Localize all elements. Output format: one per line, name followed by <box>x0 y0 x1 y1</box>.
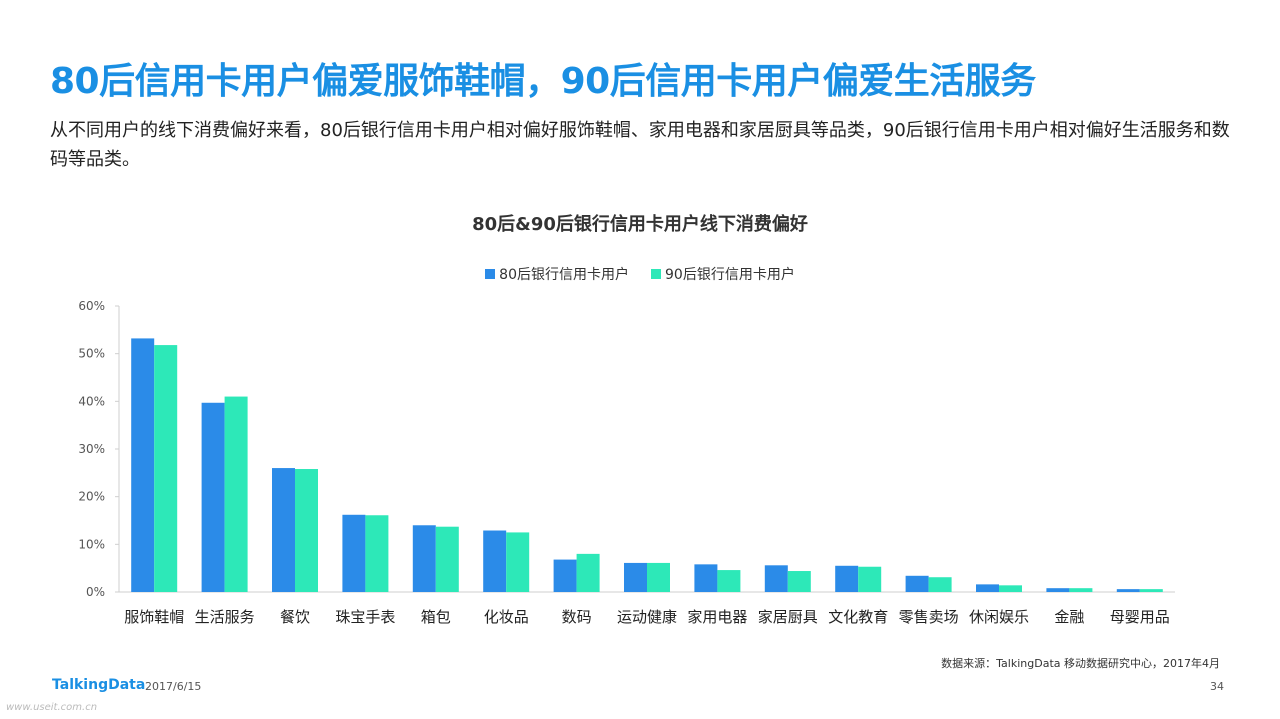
y-tick-label: 20% <box>78 490 105 504</box>
chart-title: 80后&90后银行信用卡用户线下消费偏好 <box>472 214 808 235</box>
x-tick-label: 运动健康 <box>617 608 677 626</box>
x-tick-label: 生活服务 <box>195 608 255 626</box>
y-tick-label: 10% <box>78 537 105 551</box>
bar-90 <box>858 566 882 592</box>
bar-90 <box>224 396 248 592</box>
bar-90 <box>295 469 318 592</box>
bar-80 <box>835 565 859 592</box>
footer-date: 2017/6/15 <box>145 680 202 693</box>
bar-90 <box>999 585 1022 592</box>
bar-chart: 0% 10% 20% 30% 40% 50% 60% 服饰鞋帽 生活服务 餐饮 珠宝手表 箱包 化妆品 数… <box>78 299 1175 626</box>
bar-80 <box>131 338 155 592</box>
x-tick-label: 文化教育 <box>828 608 888 626</box>
legend-label-80: 80后银行信用卡用户 <box>499 267 629 283</box>
bar-80 <box>201 402 225 592</box>
legend-item-80: 80后银行信用卡用户 <box>485 264 629 284</box>
x-tick-label: 家用电器 <box>687 608 747 626</box>
x-tick-label: 零售卖场 <box>899 608 959 626</box>
bar-80 <box>624 562 647 592</box>
bar-90 <box>435 526 459 592</box>
legend-label-90: 90后银行信用卡用户 <box>665 267 795 283</box>
x-tick-label: 服饰鞋帽 <box>124 608 184 626</box>
bar-80 <box>553 559 577 592</box>
legend-swatch-90 <box>651 269 661 279</box>
x-tick-label: 化妆品 <box>484 608 529 626</box>
page-number: 34 <box>1210 680 1224 693</box>
page-subtitle: 从不同用户的线下消费偏好来看，80后银行信用卡用户相对偏好服饰鞋帽、家用电器和家… <box>50 120 1230 170</box>
y-tick-label: 40% <box>78 394 105 408</box>
bar-90 <box>1139 589 1163 592</box>
chart-legend: 80后银行信用卡用户 90后银行信用卡用户 <box>0 264 1280 284</box>
watermark: www.useit.com.cn <box>6 702 98 713</box>
bar-80 <box>1046 588 1070 592</box>
bar-80 <box>412 525 436 592</box>
bar-90 <box>154 345 178 592</box>
bar-80 <box>483 530 507 592</box>
bar-90 <box>365 515 389 592</box>
bar-90 <box>787 571 811 592</box>
y-tick-label: 50% <box>78 347 105 361</box>
bar-80 <box>764 565 788 592</box>
bar-90 <box>717 570 741 592</box>
bar-90 <box>1069 588 1093 592</box>
x-tick-label: 数码 <box>562 608 592 626</box>
x-tick-label: 餐饮 <box>280 608 310 626</box>
bar-80 <box>905 575 929 592</box>
x-tick-label: 休闲娱乐 <box>969 608 1029 626</box>
x-tick-label: 珠宝手表 <box>335 608 395 626</box>
page-title: 80后信用卡用户偏爱服饰鞋帽，90后信用卡用户偏爱生活服务 <box>50 61 1036 102</box>
bar-90 <box>928 577 952 592</box>
y-tick-label: 60% <box>78 299 105 313</box>
legend-swatch-80 <box>485 269 496 279</box>
bar-80 <box>694 564 718 592</box>
x-tick-label: 家居厨具 <box>758 608 818 626</box>
bar-90 <box>576 553 600 592</box>
y-tick-label: 30% <box>78 442 105 456</box>
bar-80 <box>976 584 999 592</box>
x-tick-label: 金融 <box>1054 608 1084 626</box>
data-source-note: 数据来源：TalkingData 移动数据研究中心，2017年4月 <box>941 657 1220 670</box>
bar-90 <box>506 532 530 592</box>
y-tick-label: 0% <box>86 585 105 599</box>
bar-80 <box>342 514 366 592</box>
legend-item-90: 90后银行信用卡用户 <box>651 264 795 284</box>
bar-80 <box>272 468 295 592</box>
talkingdata-logo: TalkingData <box>52 677 146 693</box>
x-tick-label: 箱包 <box>421 608 451 626</box>
bar-90 <box>647 562 670 592</box>
x-tick-label: 母婴用品 <box>1110 608 1170 626</box>
bar-80 <box>1116 589 1140 592</box>
